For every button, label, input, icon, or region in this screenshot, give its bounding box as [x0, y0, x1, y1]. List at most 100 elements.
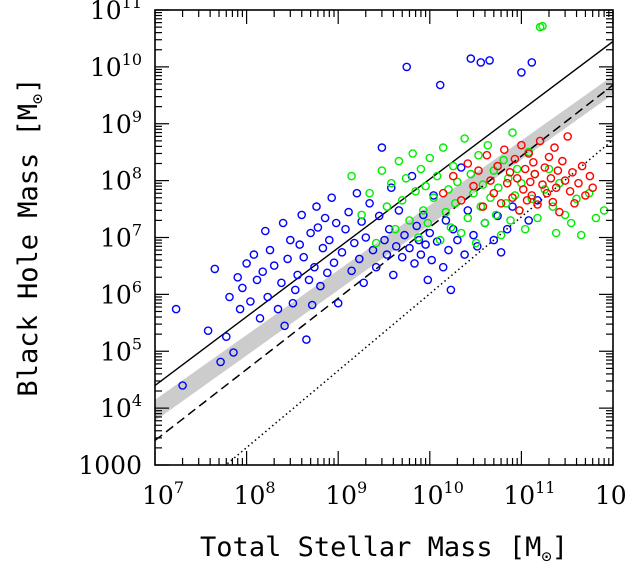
data-point-series-1	[418, 210, 428, 220]
x-tick-label: 107	[142, 478, 184, 510]
data-point-series-3	[533, 200, 542, 209]
data-point-series-2	[591, 213, 601, 223]
relation-line-solid	[155, 40, 613, 387]
data-point-series-2	[382, 202, 392, 211]
data-point-series-3	[474, 166, 483, 175]
data-point-series-3	[581, 191, 590, 200]
data-point-series-1	[221, 332, 231, 342]
data-point-series-1	[391, 241, 401, 251]
data-point-series-1	[316, 281, 325, 291]
data-point-series-3	[502, 178, 512, 188]
data-point-series-1	[476, 58, 486, 67]
data-point-series-1	[273, 304, 283, 314]
data-point-series-1	[448, 224, 458, 234]
data-point-series-1	[313, 223, 323, 232]
data-point-series-3	[570, 198, 579, 208]
data-point-series-1	[496, 247, 506, 257]
data-point-series-1	[466, 54, 476, 63]
data-point-series-3	[489, 188, 499, 198]
data-point-series-1	[425, 228, 435, 238]
data-point-series-2	[503, 173, 513, 183]
data-point-series-3	[519, 185, 528, 194]
data-point-series-1	[508, 202, 517, 211]
data-point-series-1	[304, 275, 314, 285]
relation-lines	[155, 40, 613, 465]
data-point-series-1	[446, 285, 456, 295]
data-point-series-1	[384, 224, 394, 234]
data-point-series-1	[333, 298, 343, 308]
y-tick-label: 107	[100, 221, 142, 253]
data-point-series-3	[469, 181, 478, 191]
data-point-series-1	[410, 259, 419, 268]
data-point-series-3	[463, 159, 473, 168]
data-point-series-2	[499, 155, 508, 165]
data-point-series-1	[329, 258, 339, 268]
data-point-series-2	[405, 216, 414, 225]
data-point-series-2	[456, 228, 466, 238]
data-point-series-1	[260, 226, 270, 236]
data-point-series-3	[456, 195, 466, 205]
data-point-series-2	[365, 188, 374, 198]
data-point-series-1	[252, 275, 262, 285]
data-point-series-1	[235, 304, 245, 314]
data-point-series-3	[512, 173, 522, 183]
data-point-series-2	[478, 180, 488, 189]
data-point-series-2	[446, 223, 456, 232]
data-point-series-1	[444, 245, 453, 255]
data-point-series-1	[453, 235, 462, 245]
data-point-series-1	[394, 206, 404, 215]
data-point-series-3	[544, 152, 554, 162]
data-point-series-3	[530, 169, 540, 179]
data-point-series-2	[429, 193, 438, 202]
data-point-series-1	[210, 264, 220, 274]
data-point-series-2	[418, 206, 428, 215]
data-point-series-3	[478, 202, 488, 211]
data-point-series-2	[438, 143, 448, 152]
data-point-series-3	[493, 161, 502, 171]
data-point-series-1	[331, 218, 341, 228]
data-point-series-1	[402, 62, 412, 72]
data-point-series-2	[390, 224, 400, 234]
data-point-series-3	[548, 197, 558, 207]
data-point-series-1	[229, 348, 238, 357]
data-point-series-1	[249, 250, 259, 259]
data-point-series-2	[493, 183, 503, 192]
data-point-series-1	[382, 250, 392, 259]
x-tick-label: 1010	[412, 478, 464, 510]
data-point-series-1	[423, 275, 433, 285]
data-point-series-1	[485, 56, 494, 65]
data-point-series-2	[483, 140, 493, 150]
data-point-series-1	[341, 224, 350, 234]
data-point-series-1	[258, 267, 268, 277]
data-point-series-1	[469, 230, 478, 240]
data-point-series-1	[216, 357, 225, 367]
data-point-series-1	[238, 283, 247, 293]
data-point-series-1	[312, 202, 321, 211]
y-tick-label: 1000	[78, 451, 142, 480]
data-point-series-1	[386, 183, 396, 192]
data-point-series-1	[533, 195, 542, 205]
data-point-series-2	[548, 202, 558, 211]
data-point-series-1	[278, 218, 288, 228]
tick-labels: 107 108 109 1010 1011 1012 1000 104 105 106 107 108…	[78, 0, 628, 510]
data-point-series-3	[496, 198, 506, 208]
axis-ticks	[154, 9, 614, 466]
data-point-series-1	[283, 254, 292, 264]
data-point-series-2	[491, 210, 501, 220]
data-point-series-2	[432, 171, 442, 181]
data-point-series-2	[441, 207, 451, 217]
data-point-series-3	[563, 132, 573, 141]
data-point-series-1	[265, 245, 275, 255]
data-point-series-2	[463, 213, 473, 223]
data-point-series-1	[263, 292, 273, 302]
data-point-series-1	[517, 68, 526, 77]
data-point-series-1	[416, 250, 426, 259]
data-point-series-2	[416, 164, 426, 174]
data-point-series-2	[347, 171, 356, 181]
x-tick-label: 108	[234, 478, 276, 510]
data-point-series-1	[297, 210, 307, 220]
relation-line-dotted	[224, 139, 613, 465]
data-point-series-2	[397, 195, 407, 205]
data-point-series-1	[347, 266, 356, 276]
data-point-series-1	[322, 268, 332, 278]
